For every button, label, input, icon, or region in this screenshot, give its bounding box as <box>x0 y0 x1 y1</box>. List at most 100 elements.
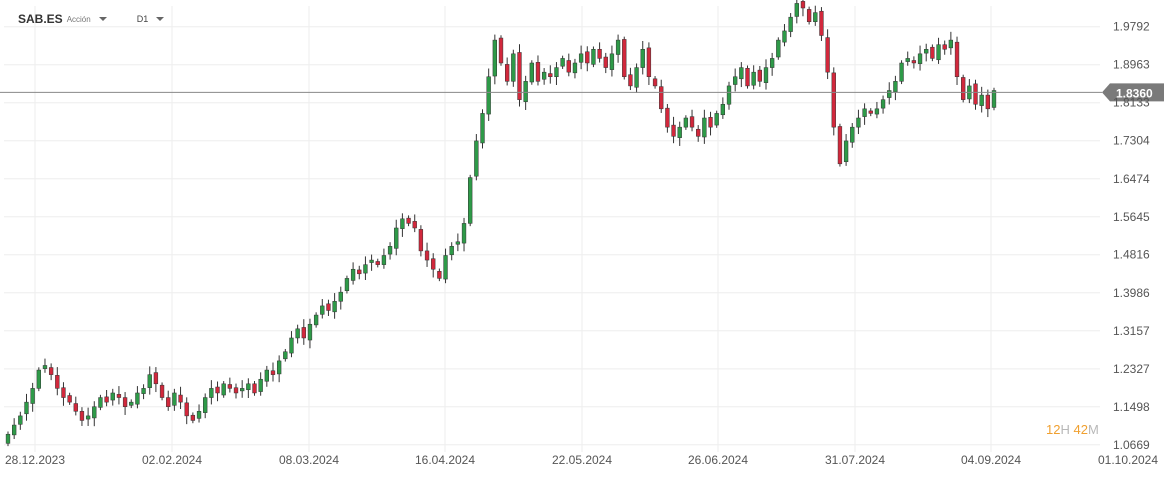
candle <box>622 36 627 80</box>
candle <box>843 134 849 166</box>
candle-body <box>954 41 960 77</box>
time-axis[interactable]: 28.12.2023 02.02.2024 08.03.2024 16.04.2024… <box>5 453 1158 467</box>
candle-body <box>172 392 177 406</box>
candle <box>172 388 177 411</box>
candle-body <box>535 62 541 82</box>
candle <box>67 392 72 405</box>
candle-body <box>930 46 935 59</box>
candle-body <box>757 69 762 82</box>
candle-body <box>554 67 559 77</box>
candle-body <box>615 39 621 55</box>
candle-body <box>350 268 356 281</box>
candle <box>141 384 146 400</box>
candle <box>252 381 257 396</box>
candle <box>387 242 393 260</box>
candle <box>12 418 17 440</box>
candle-body <box>868 110 873 114</box>
candle <box>418 225 424 257</box>
candle-body <box>498 37 504 64</box>
candle-body <box>73 403 78 412</box>
x-tick-label: 31.07.2024 <box>825 453 885 467</box>
candle <box>967 79 972 104</box>
candle-body <box>862 108 867 117</box>
symbol-selector[interactable]: SAB.ES Acción <box>18 12 107 26</box>
candle <box>209 380 214 405</box>
candle-body <box>449 246 454 256</box>
candle <box>813 5 818 26</box>
candle <box>480 109 485 149</box>
candle <box>856 109 861 135</box>
candle-body <box>61 387 66 398</box>
candle-body <box>702 117 707 138</box>
candle <box>689 109 695 132</box>
grid <box>4 6 1100 452</box>
candle <box>61 382 66 406</box>
symbol-label: SAB.ES <box>18 12 63 26</box>
candle-body <box>437 271 442 279</box>
chart-toolbar: SAB.ES Acción D1 <box>18 9 165 29</box>
candle <box>535 55 541 86</box>
candle <box>332 293 337 319</box>
candle <box>776 37 781 60</box>
candle-body <box>129 401 134 406</box>
candle <box>763 59 769 90</box>
candle <box>708 111 713 136</box>
candle-body <box>55 375 60 389</box>
x-tick-label: 16.04.2024 <box>415 453 475 467</box>
candle <box>961 74 966 103</box>
price-axis[interactable]: 1.0669 1.1498 1.2327 1.3157 1.3986 1.4816 1.56… <box>1113 20 1150 452</box>
candle <box>954 36 960 85</box>
candle-body <box>763 67 769 83</box>
candle-body <box>831 72 836 128</box>
candle <box>609 45 615 77</box>
candle <box>991 87 997 111</box>
candle-body <box>585 51 590 64</box>
candle-body <box>856 117 861 128</box>
candle-body <box>800 1 806 9</box>
candle-body <box>541 71 547 80</box>
candle-body <box>640 48 645 68</box>
candle-body <box>30 388 35 404</box>
candle-body <box>560 58 565 67</box>
candle <box>227 377 233 393</box>
candle <box>578 45 584 70</box>
x-tick-label: 08.03.2024 <box>279 453 339 467</box>
candle <box>788 13 793 38</box>
candle-body <box>141 388 146 394</box>
candle-body <box>240 388 245 392</box>
candle-body <box>628 74 633 87</box>
candle-body <box>18 415 23 425</box>
candle-body <box>159 384 165 398</box>
candle-body <box>431 258 436 270</box>
candle <box>973 79 978 110</box>
candle <box>769 52 775 76</box>
candle-body <box>788 16 793 32</box>
candle <box>92 401 97 427</box>
candle <box>264 365 269 387</box>
candle-body <box>307 323 313 341</box>
candle-body <box>973 83 978 105</box>
timeframe-selector[interactable]: D1 <box>107 14 165 24</box>
candle <box>48 363 54 381</box>
candle <box>431 253 436 278</box>
candle <box>615 34 621 63</box>
x-tick-label: 26.06.2024 <box>688 453 748 467</box>
candle <box>135 386 140 409</box>
candle-body <box>363 264 368 274</box>
candle-body <box>696 128 701 137</box>
candle <box>936 37 941 64</box>
candle-body <box>147 374 152 388</box>
candle-body <box>153 372 159 385</box>
candle <box>289 331 294 358</box>
candle <box>159 382 165 401</box>
y-tick-label: 1.6474 <box>1113 172 1150 186</box>
candle <box>492 34 497 85</box>
candle-body <box>233 387 239 394</box>
countdown-minutes: 42 <box>1073 422 1088 437</box>
candle <box>930 44 935 62</box>
candle-body <box>264 369 269 382</box>
candle <box>110 388 115 406</box>
candle <box>30 382 35 412</box>
